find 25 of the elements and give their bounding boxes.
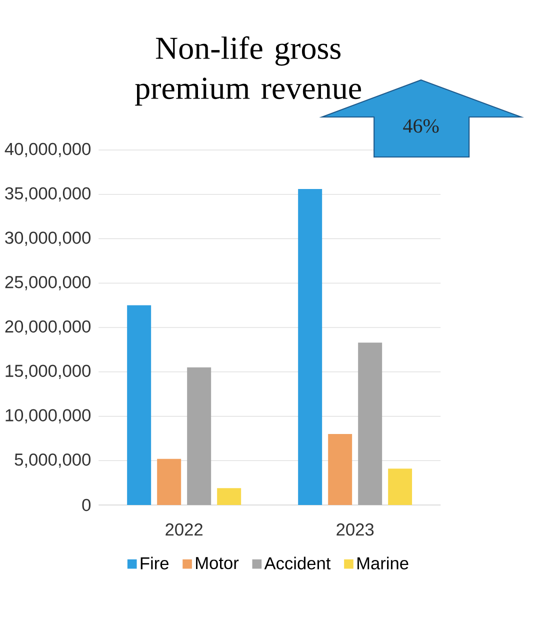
legend-label: Fire: [140, 556, 168, 570]
bar: [157, 458, 182, 505]
bar: [127, 305, 152, 505]
bar: [187, 367, 212, 505]
y-tick-label: 35,000,000: [5, 187, 90, 202]
y-tick-label: 10,000,000: [6, 409, 90, 424]
y-tick-label: 25,000,000: [5, 276, 90, 290]
legend-label: Accident: [264, 556, 331, 570]
bar: [328, 434, 352, 505]
legend-label: Marine: [357, 556, 408, 570]
y-tick-label: 40,000,000: [4, 142, 90, 158]
y-tick-label: 15,000,000: [6, 364, 90, 380]
bar: [217, 488, 242, 505]
y-tick-label: 20,000,000: [5, 320, 90, 335]
bar: [388, 468, 412, 505]
bar: [358, 342, 382, 505]
text: 46%: [403, 119, 439, 133]
x-tick-label: 2022: [166, 523, 202, 536]
y-tick-label: 0: [82, 498, 90, 512]
y-tick-label: 30,000,000: [5, 232, 90, 246]
legend-label: Motor: [196, 557, 239, 570]
chart-title: Non-life gross premium revenue: [135, 36, 361, 106]
bar: [298, 189, 322, 505]
x-tick-label: 2023: [336, 523, 374, 536]
y-tick-label: 5,000,000: [14, 453, 90, 468]
